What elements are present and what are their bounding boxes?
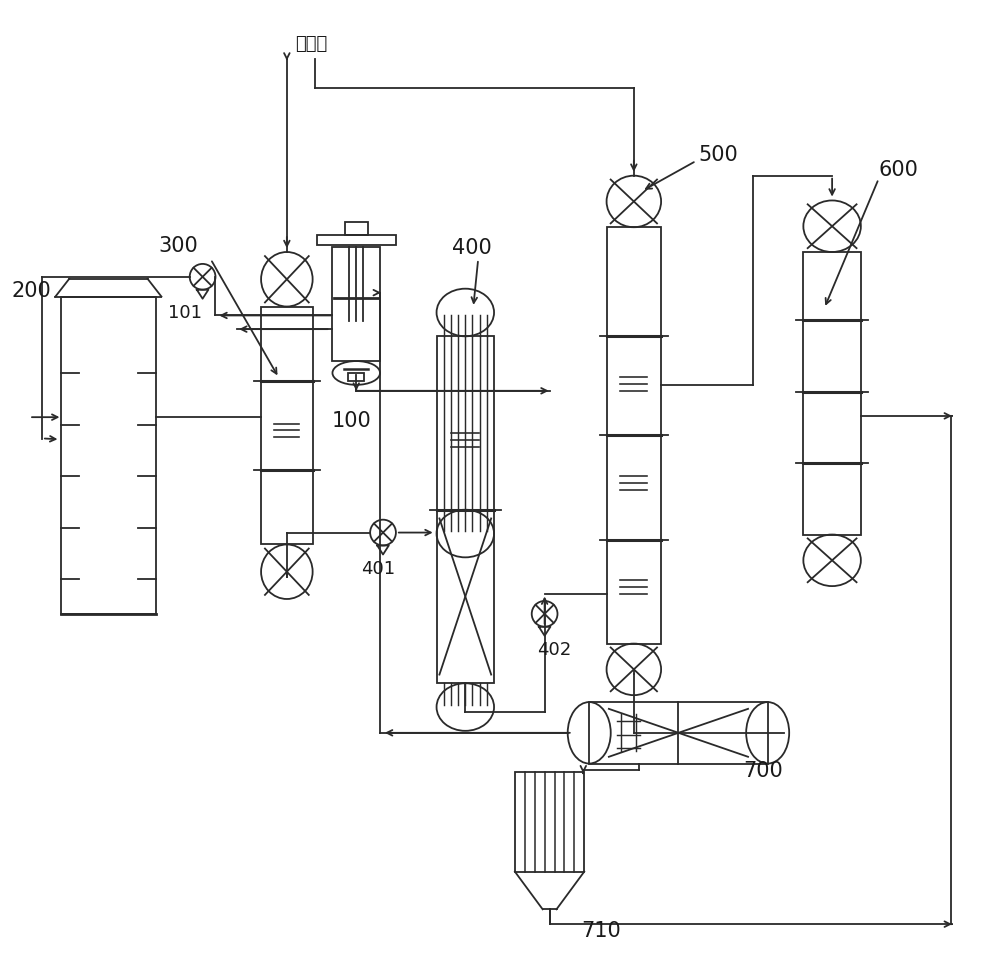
Text: 101: 101 [168, 304, 202, 322]
Text: 200: 200 [11, 281, 51, 301]
Bar [61, 296, 156, 614]
Text: 脱盐水: 脱盐水 [295, 35, 327, 53]
Text: 402: 402 [537, 642, 571, 659]
Text: 400: 400 [452, 238, 492, 258]
Bar [332, 247, 380, 361]
Text: 100: 100 [331, 411, 371, 431]
Bar [589, 703, 768, 763]
Text: 300: 300 [158, 236, 198, 256]
Text: 500: 500 [698, 145, 738, 165]
Bar [437, 336, 494, 510]
Bar [515, 772, 584, 871]
Bar [803, 252, 861, 535]
Bar [607, 227, 661, 644]
Bar [317, 235, 396, 245]
Bar [261, 307, 313, 544]
Text: 600: 600 [879, 159, 919, 179]
Bar [348, 372, 364, 381]
Text: 700: 700 [743, 761, 783, 782]
Text: 401: 401 [361, 561, 395, 578]
Text: 710: 710 [581, 921, 621, 941]
Bar [345, 222, 368, 235]
Bar [437, 510, 494, 683]
